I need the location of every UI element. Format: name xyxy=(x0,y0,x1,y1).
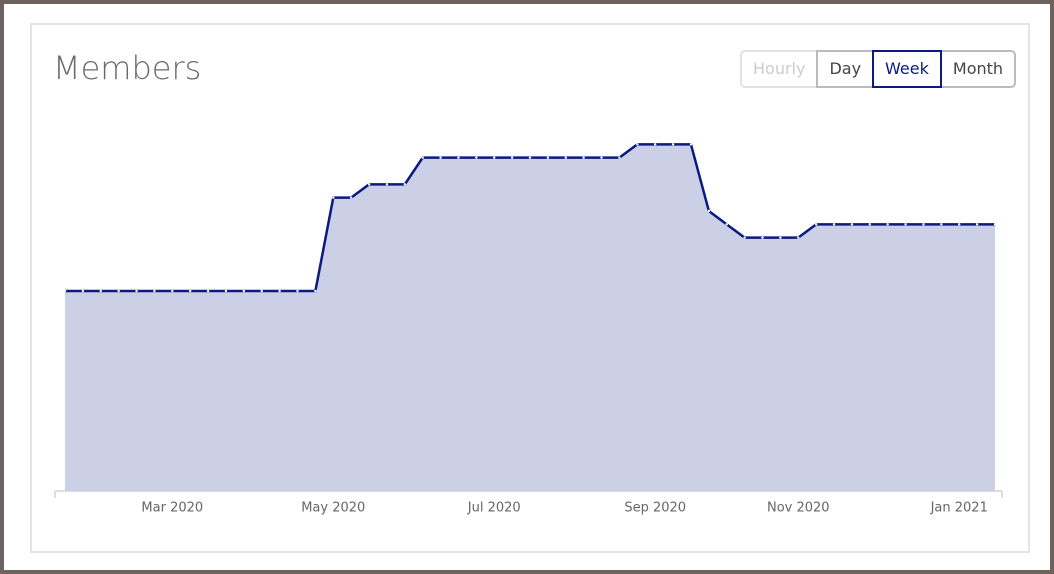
point xyxy=(671,143,675,146)
x-tick-label: May 2020 xyxy=(301,501,365,516)
point xyxy=(600,156,603,159)
point xyxy=(886,223,889,226)
point xyxy=(850,223,854,226)
point xyxy=(814,223,818,226)
range-button[interactable]: Month xyxy=(939,50,1017,88)
x-tick-label: Jan 2021 xyxy=(930,501,988,516)
point xyxy=(922,223,925,226)
point xyxy=(993,223,997,226)
point xyxy=(940,223,943,226)
point xyxy=(689,143,693,146)
point xyxy=(493,156,496,159)
point xyxy=(153,289,156,293)
x-tick-label: Jul 2020 xyxy=(467,501,521,516)
x-tick-label: Nov 2020 xyxy=(767,501,830,516)
point xyxy=(171,289,174,293)
point xyxy=(475,156,478,159)
x-tick-label: Sep 2020 xyxy=(624,501,686,516)
point xyxy=(761,236,764,239)
point xyxy=(403,183,407,186)
point xyxy=(743,236,746,239)
point xyxy=(779,236,782,239)
point xyxy=(224,289,228,293)
point xyxy=(99,289,102,293)
point xyxy=(457,156,460,159)
area xyxy=(65,144,995,492)
point xyxy=(188,289,192,293)
point xyxy=(81,289,85,293)
point xyxy=(564,156,567,159)
range-button[interactable]: Week xyxy=(872,50,942,88)
point xyxy=(439,156,442,159)
point xyxy=(582,156,585,159)
point xyxy=(528,156,532,159)
point xyxy=(135,289,138,293)
point xyxy=(510,156,514,159)
point xyxy=(278,289,281,293)
point xyxy=(242,289,246,293)
point xyxy=(832,223,836,226)
range-button: Hourly xyxy=(740,50,819,88)
point xyxy=(904,223,907,226)
point xyxy=(314,289,317,293)
point xyxy=(332,196,335,199)
chart-title: Members xyxy=(53,49,201,87)
point xyxy=(546,156,550,159)
point xyxy=(296,289,299,293)
point xyxy=(725,223,728,226)
x-tick-label: Mar 2020 xyxy=(141,501,203,516)
point xyxy=(636,143,639,146)
point xyxy=(117,289,120,293)
point xyxy=(868,223,872,226)
point xyxy=(797,236,800,239)
point xyxy=(653,143,657,146)
range-button[interactable]: Day xyxy=(816,50,875,88)
point xyxy=(367,183,371,186)
point xyxy=(63,289,67,293)
point xyxy=(260,289,263,293)
point xyxy=(975,223,979,226)
point xyxy=(349,196,353,199)
point xyxy=(421,156,424,159)
point xyxy=(385,183,389,186)
range-buttons: Hourly Day Week Month xyxy=(740,50,1017,88)
point xyxy=(618,156,621,159)
point xyxy=(206,289,210,293)
card: Hourly Day Week Month xyxy=(30,23,1030,553)
point xyxy=(707,209,711,213)
point xyxy=(958,223,961,226)
